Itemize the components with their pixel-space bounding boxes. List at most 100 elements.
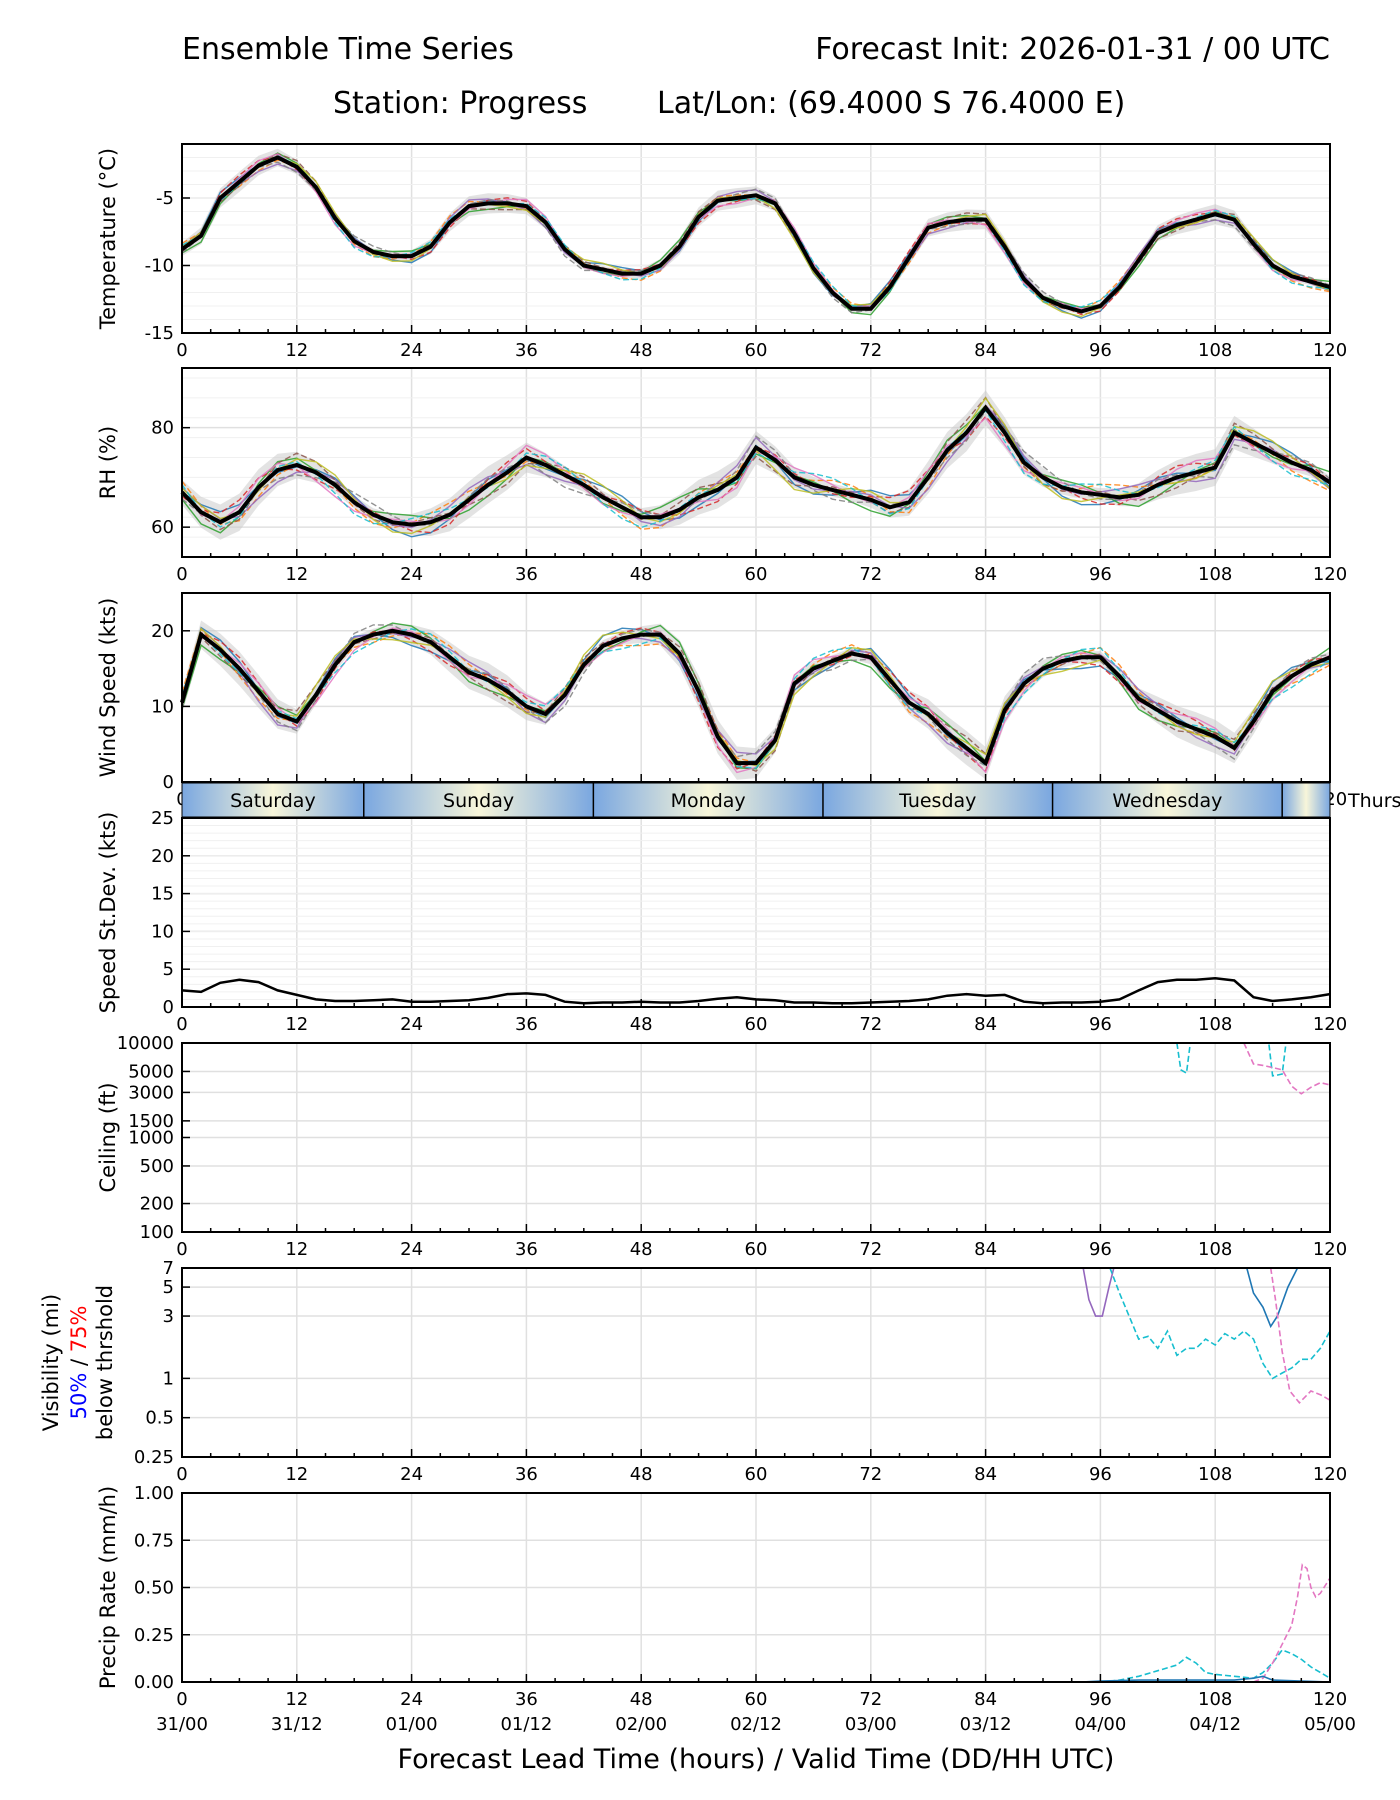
x-tick-label: 96 — [1089, 564, 1112, 585]
y-axis-sublabel: 50% / 75% — [67, 1306, 91, 1420]
member-line — [1176, 1042, 1287, 1077]
member-line — [181, 409, 1331, 527]
x-tick-label: 24 — [400, 1239, 423, 1260]
member-line — [1082, 1267, 1115, 1317]
day-label: Thurs — [1347, 790, 1400, 812]
y-tick-label: 3 — [163, 1306, 174, 1327]
day-segment — [1052, 783, 1283, 817]
x-tick-label: 12 — [285, 340, 308, 361]
spread-band — [182, 620, 1330, 780]
y-tick-label: 1000 — [128, 1128, 174, 1149]
x-tick-label: 12 — [285, 1239, 308, 1260]
x-tick-label: 60 — [745, 1689, 768, 1710]
y-axis-label: RH (%) — [96, 426, 120, 499]
x-tick-label: 72 — [859, 1239, 882, 1260]
x-tick-label: 120 — [1313, 564, 1347, 585]
y-tick-label: 0.5 — [145, 1408, 174, 1429]
y-tick-label: 15 — [151, 884, 174, 905]
day-segment — [593, 783, 823, 817]
day-segment — [363, 783, 594, 817]
member-line — [1253, 1563, 1331, 1683]
y-tick-label: 100 — [140, 1222, 174, 1243]
x-tick-label: 60 — [745, 340, 768, 361]
x-tick-label: 72 — [859, 340, 882, 361]
day-band-frame — [181, 782, 1331, 818]
y-tick-label: 60 — [151, 517, 174, 538]
x-tick-label: 36 — [515, 1239, 538, 1260]
x-tick-label: 12 — [285, 1014, 308, 1035]
threshold-legend-part: 50% — [67, 1373, 91, 1420]
x-tick-label: 36 — [515, 340, 538, 361]
day-segment — [822, 783, 1053, 817]
y-tick-label: 0 — [163, 772, 174, 793]
y-tick-label: 3000 — [128, 1082, 174, 1103]
day-label: Saturday — [230, 790, 316, 812]
x-tick-label: 96 — [1089, 1689, 1112, 1710]
valid-time-label: 04/00 — [1074, 1714, 1126, 1735]
panel-temperature: 0 12 24 36 48 60 72 84 96 108 120 -15 -10 -5 Temperatu… — [96, 143, 1347, 361]
y-tick-label: 0.50 — [134, 1578, 174, 1599]
x-tick-label: 36 — [515, 1689, 538, 1710]
x-tick-label: 120 — [1313, 1689, 1347, 1710]
x-tick-label: 48 — [630, 1239, 653, 1260]
x-tick-label: 84 — [974, 1239, 997, 1260]
x-tick-label: 24 — [400, 340, 423, 361]
member-line — [181, 624, 1331, 767]
mean-line — [180, 155, 1331, 314]
y-axis-label: Precip Rate (mm/h) — [96, 1486, 120, 1689]
y-tick-label: 1500 — [128, 1111, 174, 1132]
x-tick-label: 96 — [1089, 340, 1112, 361]
x-tick-label: 108 — [1198, 1689, 1232, 1710]
y-tick-label: 1.00 — [134, 1483, 174, 1504]
valid-time-label: 01/12 — [500, 1714, 552, 1735]
x-tick-label: 60 — [745, 564, 768, 585]
valid-time-label: 02/12 — [730, 1714, 782, 1735]
x-tick-label: 12 — [285, 1464, 308, 1485]
y-tick-label: 5 — [163, 1277, 174, 1298]
x-tick-label: 12 — [285, 1689, 308, 1710]
x-tick-label: 72 — [859, 564, 882, 585]
x-tick-label: 24 — [400, 1689, 423, 1710]
x-tick-label: 48 — [630, 1014, 653, 1035]
threshold-legend-part: 75% — [67, 1306, 91, 1353]
x-tick-label: 108 — [1198, 1014, 1232, 1035]
panel-visibility: 0 12 24 36 48 60 72 84 96 108 120 0.25 0.5 1 3 57 Visibi… — [39, 1258, 1347, 1485]
y-tick-label: 10000 — [117, 1033, 174, 1054]
x-tick-label: 0 — [176, 1239, 187, 1260]
valid-time-label: 02/00 — [615, 1714, 667, 1735]
x-tick-label: 96 — [1089, 1014, 1112, 1035]
x-tick-label: 48 — [630, 564, 653, 585]
x-tick-label: 120 — [1313, 340, 1347, 361]
x-tick-label: 0 — [176, 1014, 187, 1035]
y-tick-label: 500 — [140, 1156, 174, 1177]
chart-title: Ensemble Time Series — [182, 32, 514, 67]
x-tick-label: 48 — [630, 1464, 653, 1485]
member-line — [181, 396, 1331, 531]
y-axis-label: Speed St.Dev. (kts) — [96, 812, 120, 1014]
member-line — [1081, 1675, 1331, 1683]
y-tick-label: -10 — [145, 256, 174, 277]
forecast-init: Forecast Init: 2026-01-31 / 00 UTC — [815, 32, 1330, 67]
y-tick-label: -15 — [145, 323, 174, 344]
x-tick-label: 120 — [1313, 1464, 1347, 1485]
day-segment — [182, 783, 364, 817]
y-axis-label: Visibility (mi) — [39, 1294, 63, 1431]
day-band: Saturday Sunday Monday Tuesday Wednesday Thur… — [181, 782, 1400, 818]
y-tick-label: 0.75 — [134, 1530, 174, 1551]
mean-line — [180, 628, 1331, 767]
valid-time-label: 04/12 — [1189, 1714, 1241, 1735]
y-tick-label: 20 — [151, 846, 174, 867]
x-tick-label: 72 — [859, 1689, 882, 1710]
y-tick-label: 25 — [151, 808, 174, 829]
valid-time-label: 31/00 — [156, 1714, 208, 1735]
y-tick-label: 0.00 — [134, 1672, 174, 1693]
x-tick-label: 108 — [1198, 340, 1232, 361]
y-tick-label: 5 — [163, 959, 174, 980]
y-tick-label: 0.25 — [134, 1447, 174, 1468]
y-tick-label: 5000 — [128, 1061, 174, 1082]
x-tick-label: 84 — [974, 1464, 997, 1485]
x-tick-label: 84 — [974, 564, 997, 585]
x-tick-label: 120 — [1313, 1014, 1347, 1035]
x-tick-label: 108 — [1198, 1239, 1232, 1260]
